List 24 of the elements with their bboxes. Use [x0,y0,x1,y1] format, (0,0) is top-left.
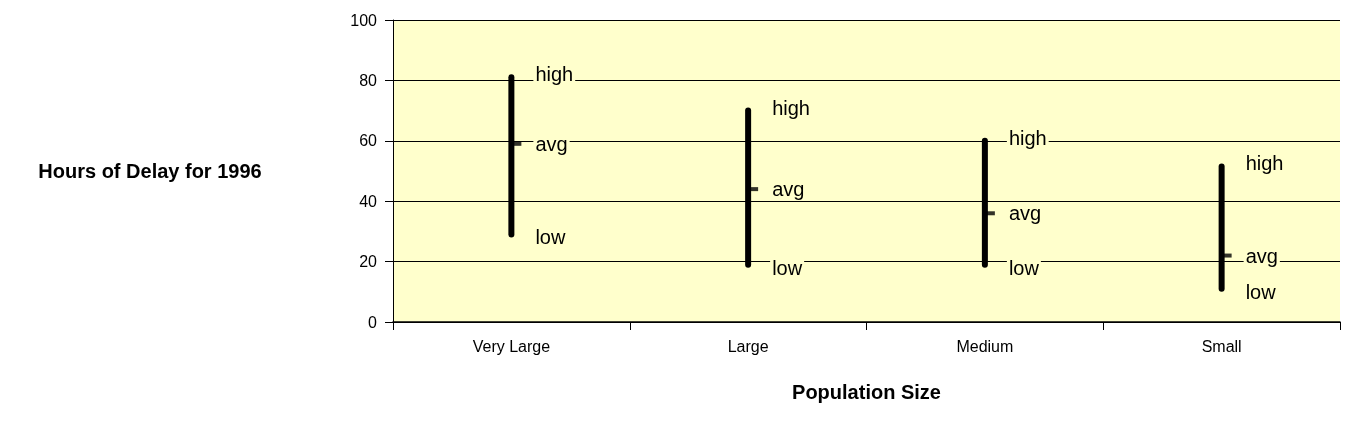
annotation: avg [772,178,805,201]
annotation: low [535,226,566,249]
y-tick-label: 40 [359,192,378,210]
annotation: high [535,63,574,86]
x-tick-label: Medium [956,337,1014,355]
y-tick-label: 80 [359,71,378,89]
y-axis-title: Hours of Delay for 1996 [38,160,262,182]
annotation: avg [1245,244,1278,267]
annotation: high [1008,126,1047,149]
annotation: high [772,96,810,119]
annotation: avg [1008,202,1042,225]
y-tick-label: 0 [368,313,378,331]
y-tick-label: 60 [359,132,378,150]
x-axis-title: Population Size [792,381,941,403]
annotation: low [772,256,803,279]
annotation: high [1245,152,1284,175]
annotation: low [1008,256,1040,279]
x-tick-label: Large [727,337,769,355]
annotation: avg [535,132,568,155]
y-tick-label: 100 [350,11,378,29]
y-tick-label: 20 [359,253,378,271]
x-tick-label: Very Large [472,337,551,355]
annotation: low [1245,280,1277,303]
x-tick-label: Small [1201,337,1242,355]
